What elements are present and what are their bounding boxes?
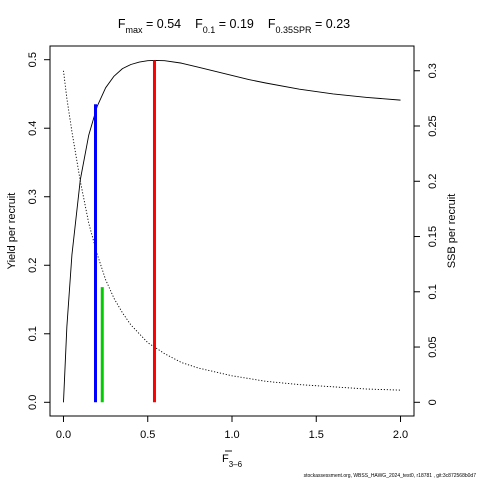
- y2-tick-label: 0.3: [427, 63, 439, 78]
- title-subscript: 0.1: [203, 25, 216, 35]
- y2-tick-label: 0.2: [427, 174, 439, 189]
- y-tick-label: 0.3: [27, 189, 39, 204]
- x-axis-title: F3–6: [222, 453, 243, 469]
- title-term-2: F: [195, 17, 203, 31]
- title-subscript: max: [126, 25, 144, 35]
- y2-tick-label: 0: [427, 399, 439, 405]
- footer-note: stockassessment.org, WBSS_HAWG_2024_test…: [304, 473, 477, 479]
- x-tick-label: 0.5: [140, 429, 155, 441]
- x-axis: 0.0 0.5 1.0 1.5 2.0: [56, 415, 408, 441]
- ssb-per-recruit-curve: [63, 70, 401, 391]
- title-value: = 0.54: [143, 17, 182, 31]
- plot-frame: [49, 45, 415, 417]
- y-tick-label: 0.4: [27, 121, 39, 136]
- yield-per-recruit-curve: [63, 59, 401, 403]
- y2-tick-label: 0.25: [427, 115, 439, 136]
- y-tick-label: 0.1: [27, 326, 39, 341]
- y-axis-right: 0 0.05 0.1 0.15 0.2 0.25 0.3: [414, 63, 439, 405]
- title-subscript: 0.35SPR: [276, 25, 313, 35]
- x-tick-label: 1.0: [224, 429, 239, 441]
- chart-title: Fmax = 0.54 F0.1 = 0.19 F0.35SPR = 0.23: [118, 17, 350, 35]
- y2-tick-label: 0.15: [427, 226, 439, 247]
- title-value: = 0.19: [215, 17, 254, 31]
- y2-tick-label: 0.05: [427, 336, 439, 357]
- series-layer: [63, 59, 401, 403]
- y-axis-left: 0.0 0.1 0.2 0.3 0.4 0.5: [27, 52, 50, 410]
- y2-axis-title: SSB per recruit: [446, 194, 458, 269]
- title-value: = 0.23: [312, 17, 351, 31]
- x-tick-label: 1.5: [309, 429, 324, 441]
- reference-lines: [94, 60, 156, 403]
- y-tick-label: 0.0: [27, 395, 39, 410]
- y-axis-title: Yield per recruit: [6, 193, 18, 270]
- x-axis-title-main: F: [222, 453, 229, 465]
- x-tick-label: 2.0: [393, 429, 408, 441]
- title-term-3: F: [268, 17, 276, 31]
- y-tick-label: 0.2: [27, 258, 39, 273]
- x-axis-title-sub: 3–6: [229, 460, 243, 469]
- title-term-1: F: [118, 17, 126, 31]
- x-tick-label: 0.0: [56, 429, 71, 441]
- y2-tick-label: 0.1: [427, 284, 439, 299]
- y-tick-label: 0.5: [27, 52, 39, 67]
